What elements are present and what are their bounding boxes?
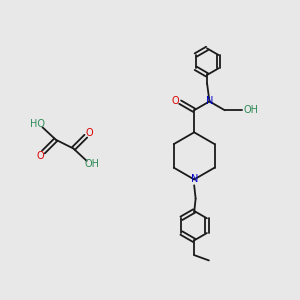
Text: N: N xyxy=(206,96,213,106)
Text: N: N xyxy=(191,174,198,184)
Text: OH: OH xyxy=(243,105,258,115)
Text: O: O xyxy=(85,128,93,138)
Text: HO: HO xyxy=(30,119,45,129)
Text: O: O xyxy=(172,96,179,106)
Text: OH: OH xyxy=(85,159,100,170)
Text: O: O xyxy=(36,151,44,160)
